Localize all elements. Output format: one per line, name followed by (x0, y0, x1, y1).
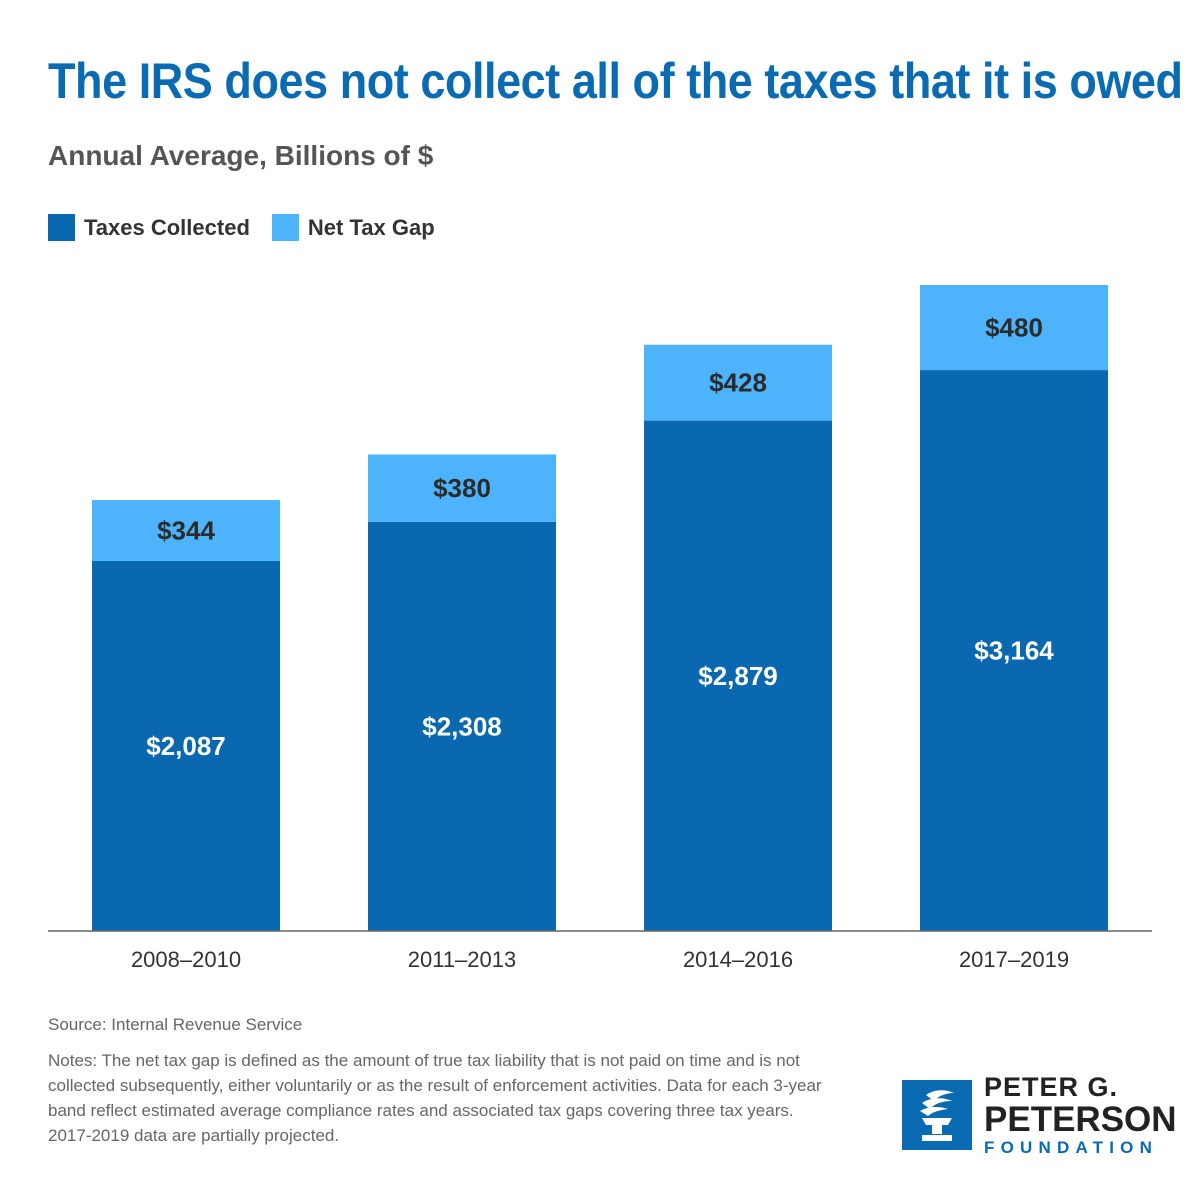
legend-label-net-tax-gap: Net Tax Gap (307, 214, 435, 240)
data-label-taxes-collected-1: $2,087 (146, 731, 226, 761)
legend-item-net-tax-gap: Net Tax Gap (271, 214, 435, 241)
bar-taxes-collected-4 (920, 370, 1108, 932)
bar-net-tax-gap-2 (368, 454, 556, 522)
data-label-net-tax-gap-3: $428 (709, 368, 767, 398)
logo-wordmark: PETER G. PETERSON FOUNDATION (984, 1072, 1177, 1157)
x-tick-label-4: 2017–2019 (959, 947, 1069, 972)
logo-line-1: PETER G. (984, 1072, 1119, 1102)
data-label-taxes-collected-3: $2,879 (698, 661, 778, 691)
data-label-taxes-collected-4: $3,164 (974, 636, 1054, 666)
source-note: Source: Internal Revenue Service (48, 1015, 303, 1034)
notes-text: Notes: The net tax gap is defined as the… (48, 1051, 822, 1145)
legend-swatch-net-tax-gap (271, 214, 299, 241)
logo-line-3: FOUNDATION (984, 1138, 1159, 1157)
bar-net-tax-gap-3 (644, 344, 832, 421)
bar-chart: $2,087 $344 2008–2010 $2,308 $380 2011–2013 $2… (48, 285, 1152, 972)
x-tick-label-3: 2014–2016 (683, 947, 793, 972)
torch-icon (902, 1080, 972, 1150)
legend: Taxes Collected Net Tax Gap (48, 214, 457, 241)
x-tick-label-2: 2011–2013 (408, 947, 517, 972)
bar-taxes-collected-3 (644, 420, 832, 931)
x-tick-label-1: 2008–2010 (131, 947, 241, 972)
bar-taxes-collected-2 (368, 521, 556, 931)
data-label-net-tax-gap-1: $344 (157, 516, 215, 546)
bar-taxes-collected-1 (92, 561, 280, 931)
data-label-net-tax-gap-4: $480 (985, 313, 1043, 343)
chart-title: The IRS does not collect all of the taxe… (48, 53, 1183, 109)
data-label-taxes-collected-2: $2,308 (422, 711, 502, 741)
data-label-net-tax-gap-2: $380 (433, 473, 491, 503)
peterson-foundation-logo: PETER G. PETERSON FOUNDATION (902, 1074, 1177, 1156)
legend-label-taxes-collected: Taxes Collected (84, 214, 250, 240)
bar-net-tax-gap-4 (920, 285, 1108, 371)
chart-subtitle: Annual Average, Billions of $ (48, 140, 434, 171)
bar-net-tax-gap-1 (92, 500, 280, 562)
legend-item-taxes-collected: Taxes Collected (48, 214, 250, 241)
legend-swatch-taxes-collected (48, 214, 75, 241)
logo-line-2: PETERSON (984, 1100, 1177, 1139)
